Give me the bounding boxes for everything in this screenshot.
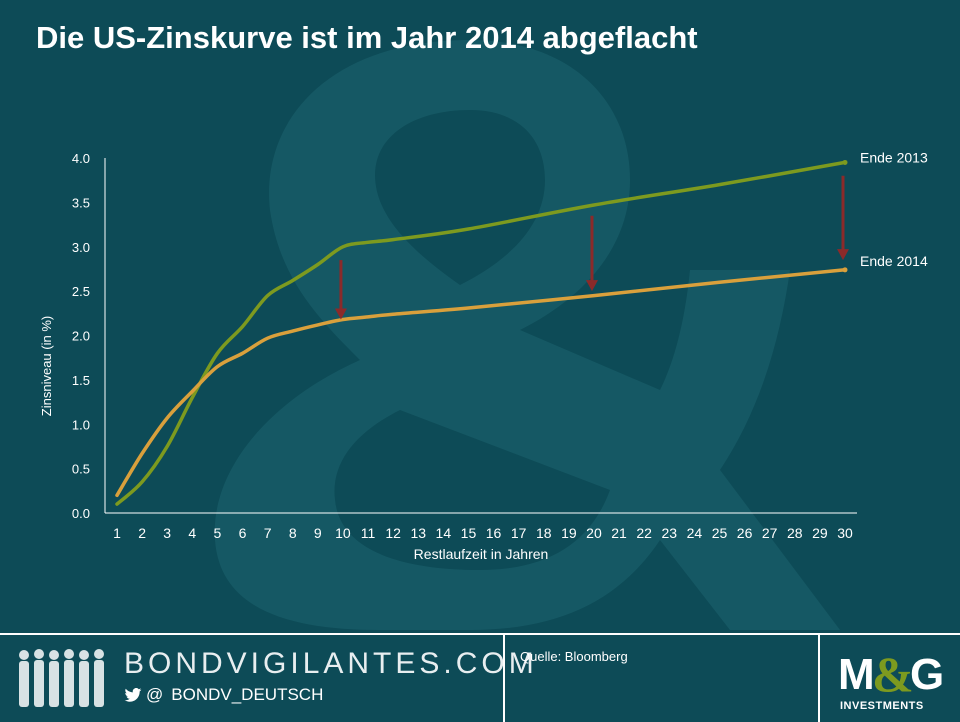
x-tick-label: 15 [461, 525, 477, 541]
chart-axes [104, 158, 857, 514]
y-tick-label: 0.5 [72, 462, 90, 477]
brand-name: BONDVIGILANTES.COM [124, 647, 538, 680]
chart-ticks: 0.00.51.01.52.02.53.03.54.01 2 3 4 5 6 7 8 9 10 11… [72, 151, 853, 541]
x-tick-label: 18 [536, 525, 552, 541]
logo-ampersand: & [872, 646, 914, 702]
chart-labels: Restlaufzeit in Jahren Zinsniveau (in %) E… [39, 149, 928, 562]
x-tick-label: 14 [436, 525, 452, 541]
x-tick-label: 29 [812, 525, 828, 541]
x-tick-label: 27 [762, 525, 778, 541]
series-end-marker-ende-2014 [842, 267, 848, 273]
y-tick-label: 1.5 [72, 373, 90, 388]
series-line-ende-2014 [115, 268, 847, 498]
source-note: Quelle: Bloomberg [520, 649, 628, 664]
series-end-marker-ende-2013 [842, 159, 848, 165]
footer: BONDVIGILANTES.COM @ BONDV_DEUTSCH Quell… [0, 633, 960, 722]
x-tick-label: 16 [486, 525, 502, 541]
x-tick-label: 11 [361, 525, 376, 541]
series-line-ende-2013 [115, 160, 847, 506]
x-tick-label: 13 [410, 525, 426, 541]
logo-subtitle: INVESTMENTS [840, 700, 924, 712]
logo-g-letter: G [910, 650, 944, 699]
twitter-handle-row[interactable]: @ BONDV_DEUTSCH [124, 685, 323, 705]
y-tick-label: 1.0 [72, 417, 90, 432]
x-tick-label: 28 [787, 525, 803, 541]
x-tick-label: 12 [385, 525, 401, 541]
chart: 0.00.51.01.52.02.53.03.54.01 2 3 4 5 6 7 8 9 10 11… [39, 149, 928, 562]
x-tick-label: 20 [586, 525, 602, 541]
footer-divider [503, 635, 505, 722]
y-tick-label: 0.0 [72, 506, 90, 521]
x-tick-label: 26 [737, 525, 753, 541]
arrow-head [334, 308, 347, 320]
arrow-head [585, 280, 598, 292]
x-tick-label: 9 [314, 525, 322, 541]
footer-divider [818, 635, 820, 722]
x-tick-label: 21 [611, 525, 627, 541]
y-tick-label: 2.0 [72, 329, 90, 344]
x-tick-label: 24 [687, 525, 703, 541]
x-tick-label: 10 [335, 525, 351, 541]
x-tick-label: 25 [712, 525, 728, 541]
x-tick-label: 1 [113, 525, 121, 541]
x-tick-label: 2 [138, 525, 146, 541]
x-tick-label: 8 [289, 525, 297, 541]
legend-label-ende-2014: Ende 2014 [860, 253, 928, 269]
x-tick-label: 3 [163, 525, 171, 541]
x-tick-label: 30 [837, 525, 853, 541]
x-tick-label: 7 [264, 525, 272, 541]
y-tick-label: 2.5 [72, 284, 90, 299]
x-tick-label: 23 [661, 525, 677, 541]
x-tick-label: 17 [511, 525, 527, 541]
y-axis-label: Zinsniveau (in %) [39, 316, 54, 416]
y-tick-label: 3.0 [72, 240, 90, 255]
page-title: Die US-Zinskurve ist im Jahr 2014 abgefl… [36, 20, 698, 55]
people-silhouettes-icon [19, 649, 104, 707]
legend-label-ende-2013: Ende 2013 [860, 149, 928, 165]
x-tick-label: 5 [214, 525, 222, 541]
x-tick-label: 19 [561, 525, 577, 541]
twitter-handle: BONDV_DEUTSCH [171, 685, 324, 704]
y-tick-label: 3.5 [72, 195, 90, 210]
chart-series-layer [115, 159, 848, 506]
chart-arrow-layer [334, 175, 849, 320]
logo-m-letter: M [838, 650, 873, 699]
y-tick-label: 4.0 [72, 151, 90, 166]
x-axis-label: Restlaufzeit in Jahren [414, 546, 549, 562]
at-sign: @ [146, 685, 164, 704]
x-tick-label: 6 [239, 525, 247, 541]
arrow-head [837, 249, 849, 261]
x-tick-label: 4 [188, 525, 196, 541]
mg-investments-logo: M & G INVESTMENTS [838, 646, 944, 712]
x-tick-label: 22 [636, 525, 652, 541]
twitter-icon [124, 688, 142, 702]
ampersand-watermark-icon [214, 40, 840, 630]
